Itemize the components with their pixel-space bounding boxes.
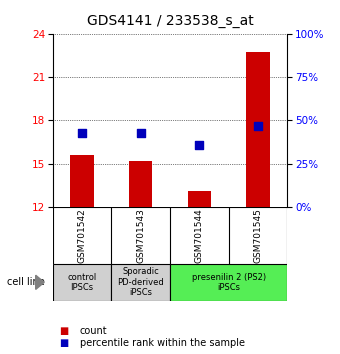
Bar [170,264,287,301]
Bar [53,264,112,301]
Polygon shape [36,275,44,290]
Text: GSM701545: GSM701545 [254,208,262,263]
Point [255,123,261,129]
Text: ■: ■ [59,326,69,336]
Bar [70,155,94,207]
Bar [129,161,152,207]
Text: GSM701543: GSM701543 [136,208,145,263]
Text: cell line: cell line [7,277,45,287]
Text: GDS4141 / 233538_s_at: GDS4141 / 233538_s_at [87,14,253,28]
Text: count: count [80,326,107,336]
Bar [246,52,270,207]
Bar [112,264,170,301]
Text: percentile rank within the sample: percentile rank within the sample [80,338,245,348]
Point [79,130,85,135]
Bar [188,191,211,207]
Text: Sporadic
PD-derived
iPSCs: Sporadic PD-derived iPSCs [117,267,164,297]
Text: ■: ■ [59,338,69,348]
Text: control
IPSCs: control IPSCs [67,273,97,292]
Text: presenilin 2 (PS2)
iPSCs: presenilin 2 (PS2) iPSCs [191,273,266,292]
Text: GSM701544: GSM701544 [195,208,204,263]
Point [138,130,143,135]
Text: GSM701542: GSM701542 [78,208,86,263]
Point [197,142,202,148]
